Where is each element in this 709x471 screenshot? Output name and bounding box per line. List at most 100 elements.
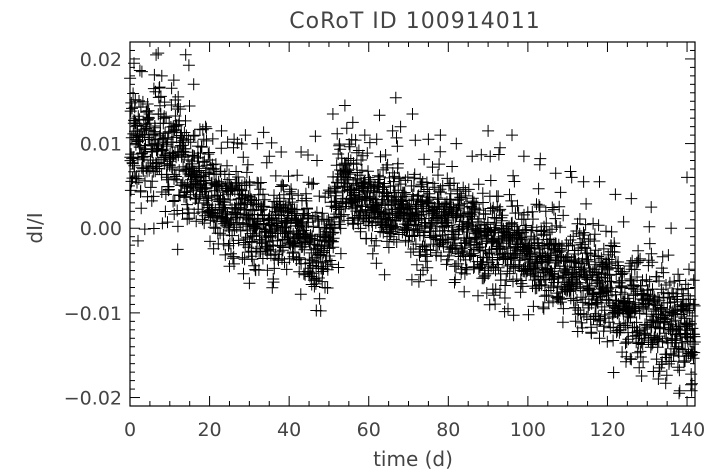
data-point bbox=[243, 277, 256, 290]
data-point bbox=[302, 149, 314, 161]
data-point bbox=[587, 217, 600, 230]
data-point bbox=[634, 252, 647, 265]
data-point bbox=[687, 352, 700, 365]
data-point bbox=[467, 261, 480, 274]
data-point bbox=[588, 228, 601, 241]
data-point bbox=[380, 161, 393, 174]
data-point bbox=[482, 124, 495, 137]
data-point bbox=[630, 316, 643, 329]
data-point bbox=[522, 241, 535, 254]
data-point bbox=[448, 177, 460, 190]
data-point bbox=[657, 266, 670, 279]
data-point bbox=[605, 225, 618, 238]
data-point bbox=[577, 308, 590, 321]
data-point bbox=[286, 196, 299, 209]
data-point bbox=[291, 203, 303, 216]
data-point bbox=[152, 47, 165, 60]
data-point bbox=[651, 292, 664, 304]
data-point bbox=[267, 273, 280, 285]
data-point bbox=[665, 355, 678, 368]
data-point bbox=[430, 249, 443, 262]
data-point bbox=[652, 373, 665, 385]
data-point bbox=[407, 243, 420, 255]
data-point bbox=[136, 95, 149, 108]
data-point bbox=[669, 314, 682, 327]
data-point bbox=[178, 180, 191, 193]
data-point bbox=[498, 305, 511, 318]
data-point bbox=[611, 324, 624, 337]
data-point bbox=[527, 213, 539, 226]
data-point bbox=[579, 242, 592, 255]
data-point bbox=[511, 199, 524, 212]
data-point bbox=[237, 267, 250, 280]
data-point bbox=[221, 159, 233, 172]
data-point bbox=[314, 304, 327, 317]
data-point bbox=[319, 281, 331, 294]
data-point bbox=[409, 134, 422, 147]
data-point bbox=[508, 175, 521, 188]
data-point bbox=[200, 134, 213, 147]
data-point bbox=[251, 137, 264, 150]
data-point bbox=[243, 179, 256, 192]
data-point bbox=[653, 275, 665, 287]
data-point bbox=[278, 256, 291, 269]
data-point bbox=[130, 170, 143, 183]
data-point bbox=[441, 172, 454, 185]
data-point bbox=[475, 258, 488, 271]
data-point bbox=[686, 377, 698, 390]
data-point bbox=[657, 303, 670, 316]
data-point bbox=[349, 134, 362, 147]
data-point bbox=[567, 230, 580, 243]
data-point bbox=[483, 298, 496, 311]
data-point bbox=[300, 194, 313, 207]
data-point bbox=[218, 196, 231, 209]
data-point bbox=[665, 222, 678, 235]
data-point bbox=[567, 294, 580, 307]
data-point bbox=[215, 142, 228, 155]
data-point bbox=[426, 161, 439, 174]
data-point bbox=[271, 234, 284, 247]
data-point bbox=[456, 246, 469, 259]
data-point bbox=[232, 234, 245, 247]
data-point bbox=[600, 225, 612, 238]
data-point bbox=[483, 246, 496, 259]
data-point bbox=[618, 265, 631, 278]
data-point bbox=[144, 181, 157, 194]
data-point bbox=[178, 126, 191, 139]
data-point bbox=[169, 94, 182, 106]
data-point bbox=[670, 290, 683, 303]
x-axis-title: time (d) bbox=[373, 447, 453, 471]
data-point bbox=[522, 308, 535, 321]
data-point bbox=[643, 275, 656, 288]
data-point bbox=[420, 176, 433, 189]
data-point bbox=[494, 141, 506, 154]
data-point bbox=[207, 242, 220, 255]
data-point bbox=[445, 221, 458, 234]
data-point bbox=[291, 169, 304, 182]
data-point bbox=[308, 280, 321, 293]
data-point bbox=[668, 295, 681, 308]
data-point bbox=[127, 87, 140, 100]
data-point bbox=[476, 258, 489, 271]
data-point bbox=[514, 286, 527, 299]
data-point bbox=[360, 209, 373, 222]
data-point bbox=[619, 319, 632, 332]
data-point bbox=[223, 260, 236, 273]
data-point bbox=[642, 254, 655, 267]
data-point bbox=[459, 189, 472, 202]
data-point bbox=[406, 108, 419, 120]
data-point bbox=[342, 171, 355, 184]
data-point bbox=[338, 99, 351, 112]
data-point bbox=[199, 120, 212, 133]
data-point bbox=[294, 288, 307, 301]
data-point bbox=[232, 171, 245, 183]
data-point bbox=[165, 161, 178, 174]
data-point bbox=[295, 146, 308, 158]
data-point bbox=[204, 235, 216, 248]
data-point bbox=[489, 298, 502, 311]
data-point bbox=[484, 150, 497, 163]
data-point bbox=[533, 158, 546, 171]
data-point bbox=[466, 150, 479, 163]
data-point bbox=[538, 224, 551, 237]
data-point bbox=[601, 335, 614, 348]
